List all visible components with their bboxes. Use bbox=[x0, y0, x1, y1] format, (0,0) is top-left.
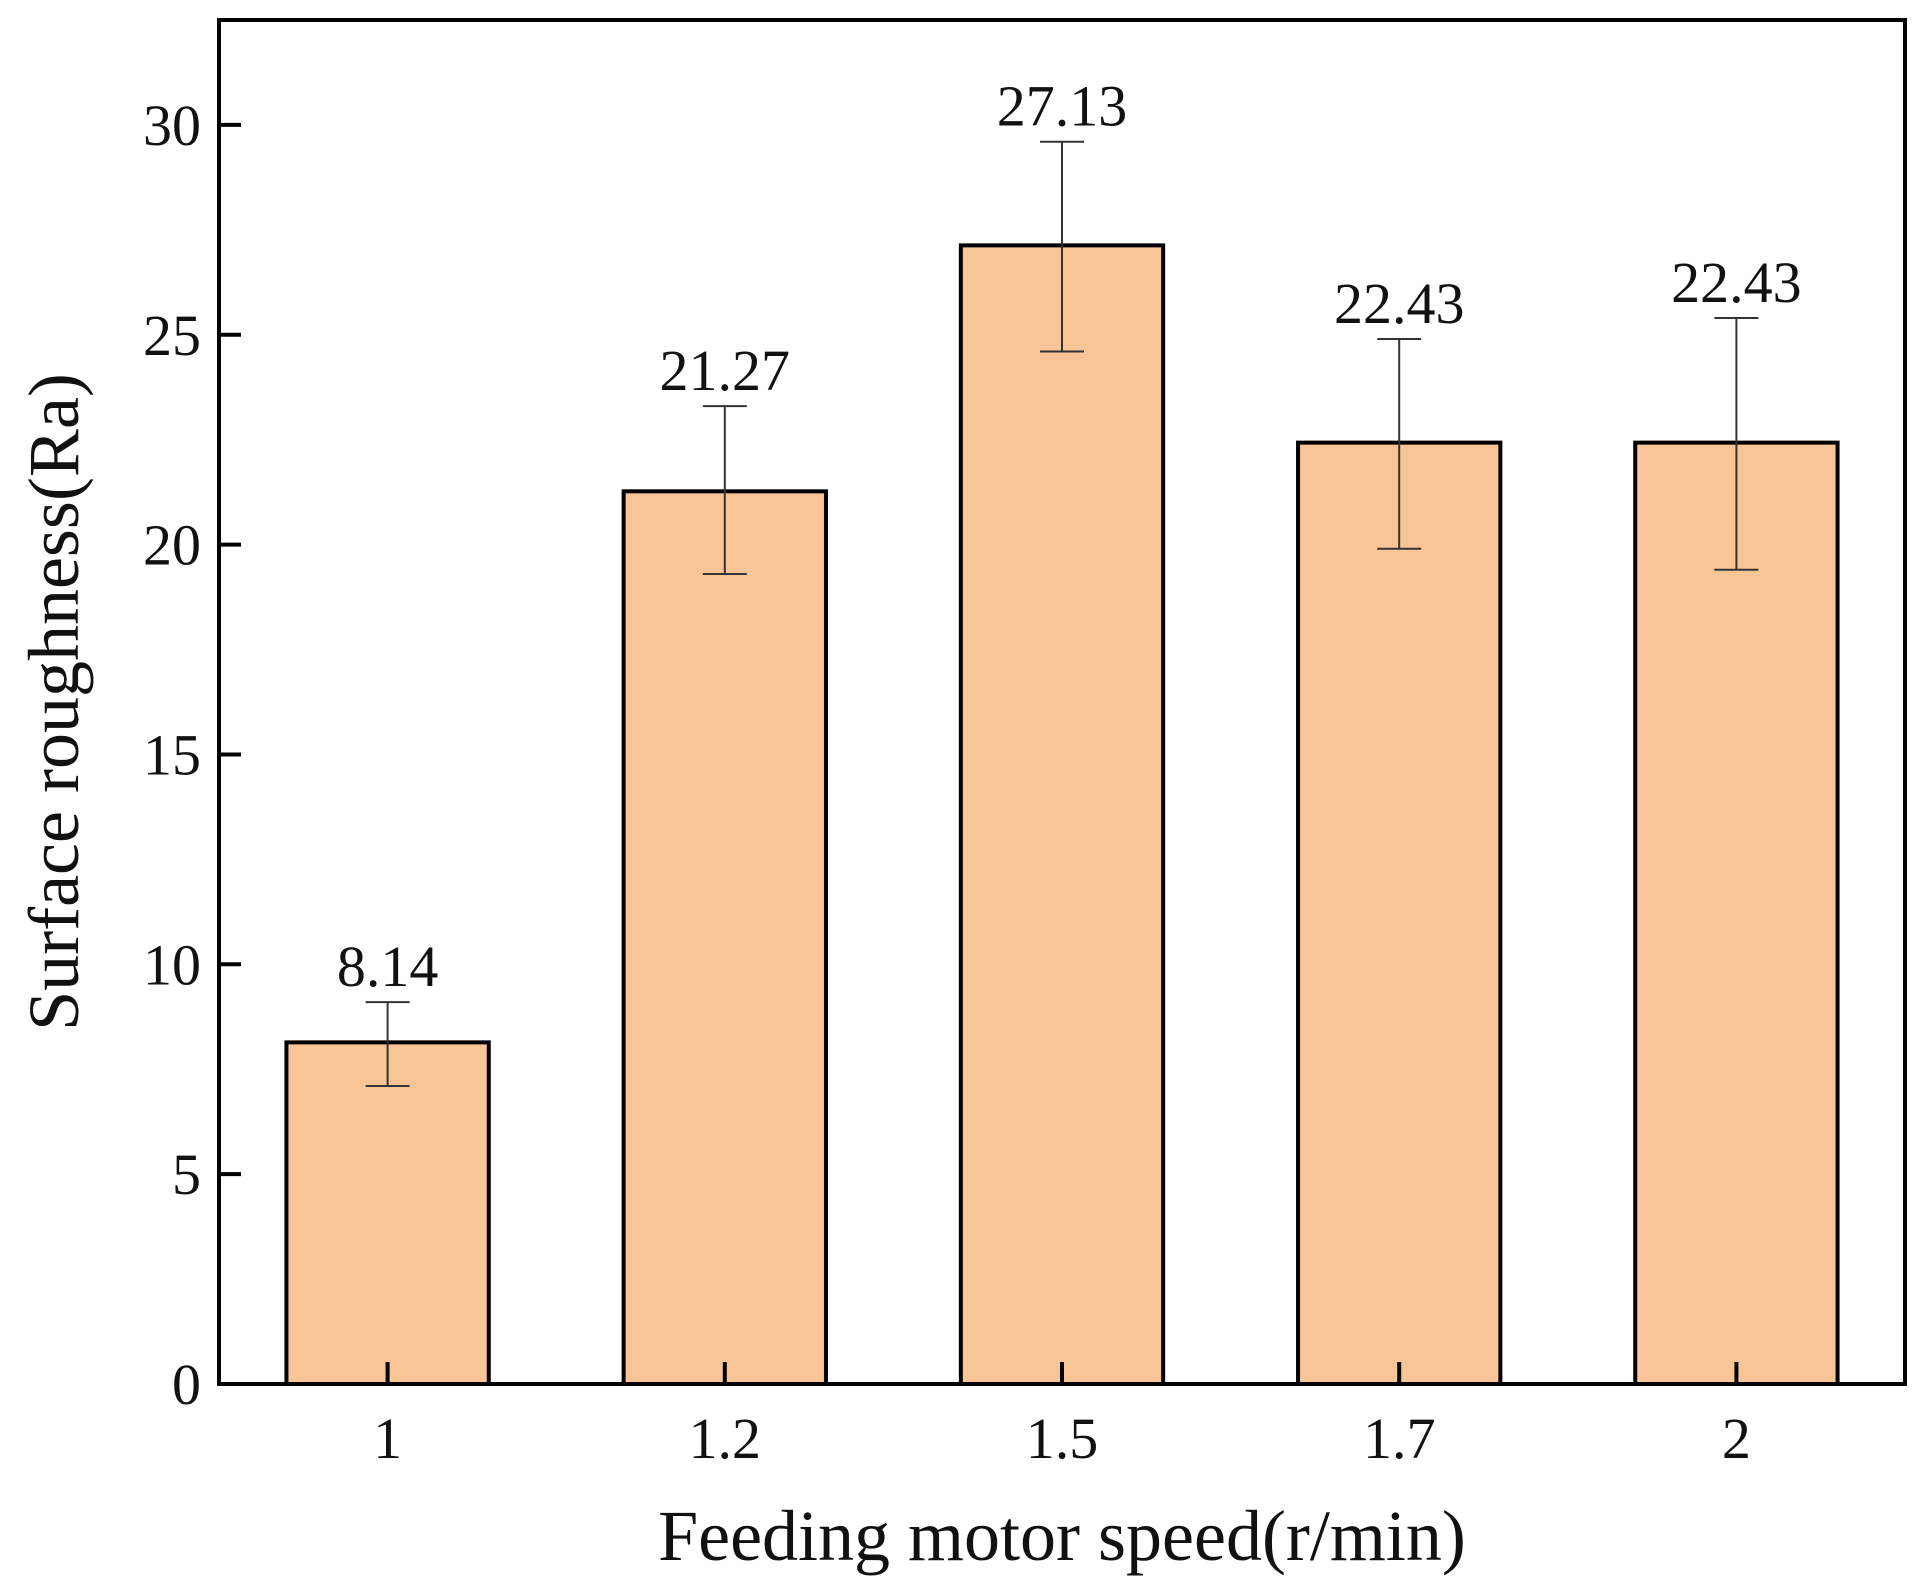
bar bbox=[621, 489, 828, 1386]
x-tick-label: 1.7 bbox=[1363, 1406, 1436, 1471]
x-axis-title: Feeding motor speed(r/min) bbox=[658, 1496, 1466, 1576]
data-label: 21.27 bbox=[660, 338, 791, 403]
y-tick-label: 30 bbox=[143, 93, 201, 158]
y-tick-label: 10 bbox=[143, 932, 201, 997]
data-label: 8.14 bbox=[337, 934, 439, 999]
x-tick-label: 1.2 bbox=[689, 1406, 762, 1471]
bar bbox=[1633, 440, 1840, 1387]
y-axis-title: Surface roughness(Ra) bbox=[14, 373, 94, 1031]
data-label: 22.43 bbox=[1671, 250, 1802, 315]
y-tick-label: 20 bbox=[143, 513, 201, 578]
data-label: 27.13 bbox=[997, 74, 1128, 139]
data-label: 22.43 bbox=[1334, 271, 1465, 336]
bar bbox=[958, 243, 1166, 1387]
bar bbox=[284, 1040, 491, 1387]
y-tick-label: 5 bbox=[172, 1142, 201, 1207]
y-tick-label: 15 bbox=[143, 722, 201, 787]
x-tick-label: 1 bbox=[373, 1406, 402, 1471]
y-tick-label: 0 bbox=[172, 1352, 201, 1417]
x-tick-label: 1.5 bbox=[1026, 1406, 1099, 1471]
chart-marks: 0 5 10 15 20 25 30 8.14 1 21.27 1.2 27.13 1.5 22.43 1.… bbox=[143, 74, 1840, 1471]
y-tick-label: 25 bbox=[143, 303, 201, 368]
bar bbox=[1296, 440, 1503, 1387]
x-tick-label: 2 bbox=[1722, 1406, 1751, 1471]
